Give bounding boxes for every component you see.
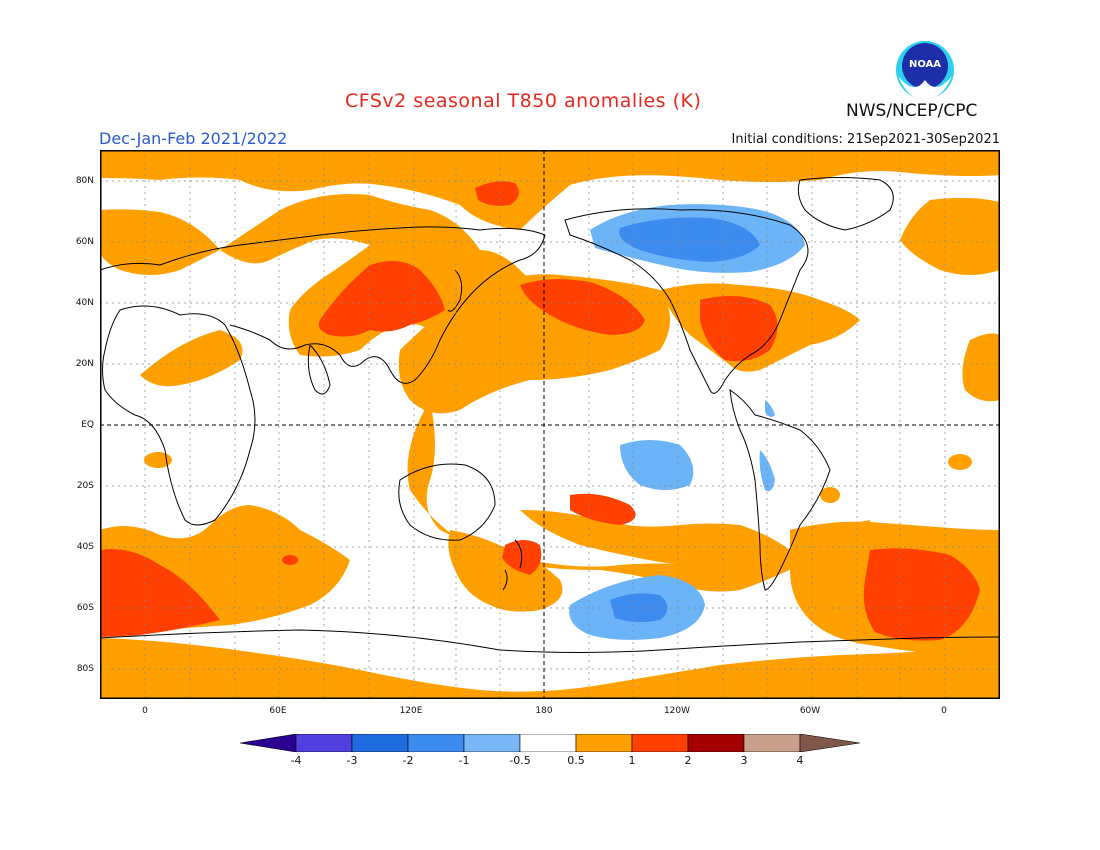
lon-label: 0 xyxy=(142,706,148,716)
lat-label: 80S xyxy=(76,664,94,674)
lat-lon-grid xyxy=(100,150,1000,699)
noaa-logo-icon: NOAA xyxy=(896,41,954,100)
colorbar xyxy=(240,734,860,752)
strong-warm-anomaly-regions xyxy=(100,181,980,641)
lat-label: 20S xyxy=(76,481,94,491)
agency-label: NWS/NCEP/CPC xyxy=(846,101,978,121)
initial-conditions-label: Initial conditions: 21Sep2021-30Sep2021 xyxy=(731,132,1000,147)
colorbar-cell xyxy=(295,734,353,752)
svg-text:NOAA: NOAA xyxy=(909,59,941,70)
colorbar-cell xyxy=(351,734,409,752)
lon-label: 120W xyxy=(663,706,691,716)
colorbar-label: 3 xyxy=(740,754,748,767)
colorbar-label: 1 xyxy=(628,754,636,767)
lat-label: 40S xyxy=(76,542,94,552)
colorbar-cell xyxy=(463,734,521,752)
colorbar-label: 4 xyxy=(796,754,804,767)
lon-label: 60E xyxy=(269,706,287,716)
colorbar-label: -4 xyxy=(290,754,302,767)
lat-label: 60S xyxy=(76,603,94,613)
colorbar-label: 2 xyxy=(684,754,692,767)
colorbar-cell xyxy=(519,734,577,752)
lat-label: 20N xyxy=(75,359,94,369)
season-label: Dec-Jan-Feb 2021/2022 xyxy=(99,129,288,148)
lon-label: 60W xyxy=(799,706,821,716)
lon-label: 120E xyxy=(399,706,423,716)
lat-label: 60N xyxy=(75,237,94,247)
colorbar-cap-low xyxy=(240,734,297,752)
colorbar-cell xyxy=(743,734,801,752)
colorbar-label: -0.5 xyxy=(509,754,531,767)
colorbar-label: 0.5 xyxy=(567,754,585,767)
lon-label: 180 xyxy=(535,706,553,716)
anomaly-map xyxy=(100,150,1000,699)
lon-label: 0 xyxy=(941,706,947,716)
lat-label: 80N xyxy=(75,176,94,186)
colorbar-cap-high xyxy=(799,734,860,752)
coastlines xyxy=(100,177,1000,653)
map-title: CFSv2 seasonal T850 anomalies (K) xyxy=(345,90,702,112)
colorbar-cell xyxy=(575,734,633,752)
colorbar-cell xyxy=(407,734,465,752)
colorbar-label: -3 xyxy=(346,754,358,767)
lat-label: 40N xyxy=(75,298,94,308)
colorbar-cell xyxy=(687,734,745,752)
strong-cool-anomaly-regions xyxy=(610,217,760,623)
lat-label: EQ xyxy=(81,420,94,430)
colorbar-label: -1 xyxy=(458,754,470,767)
reference-lines xyxy=(100,150,1000,699)
colorbar-label: -2 xyxy=(402,754,414,767)
colorbar-cell xyxy=(631,734,689,752)
